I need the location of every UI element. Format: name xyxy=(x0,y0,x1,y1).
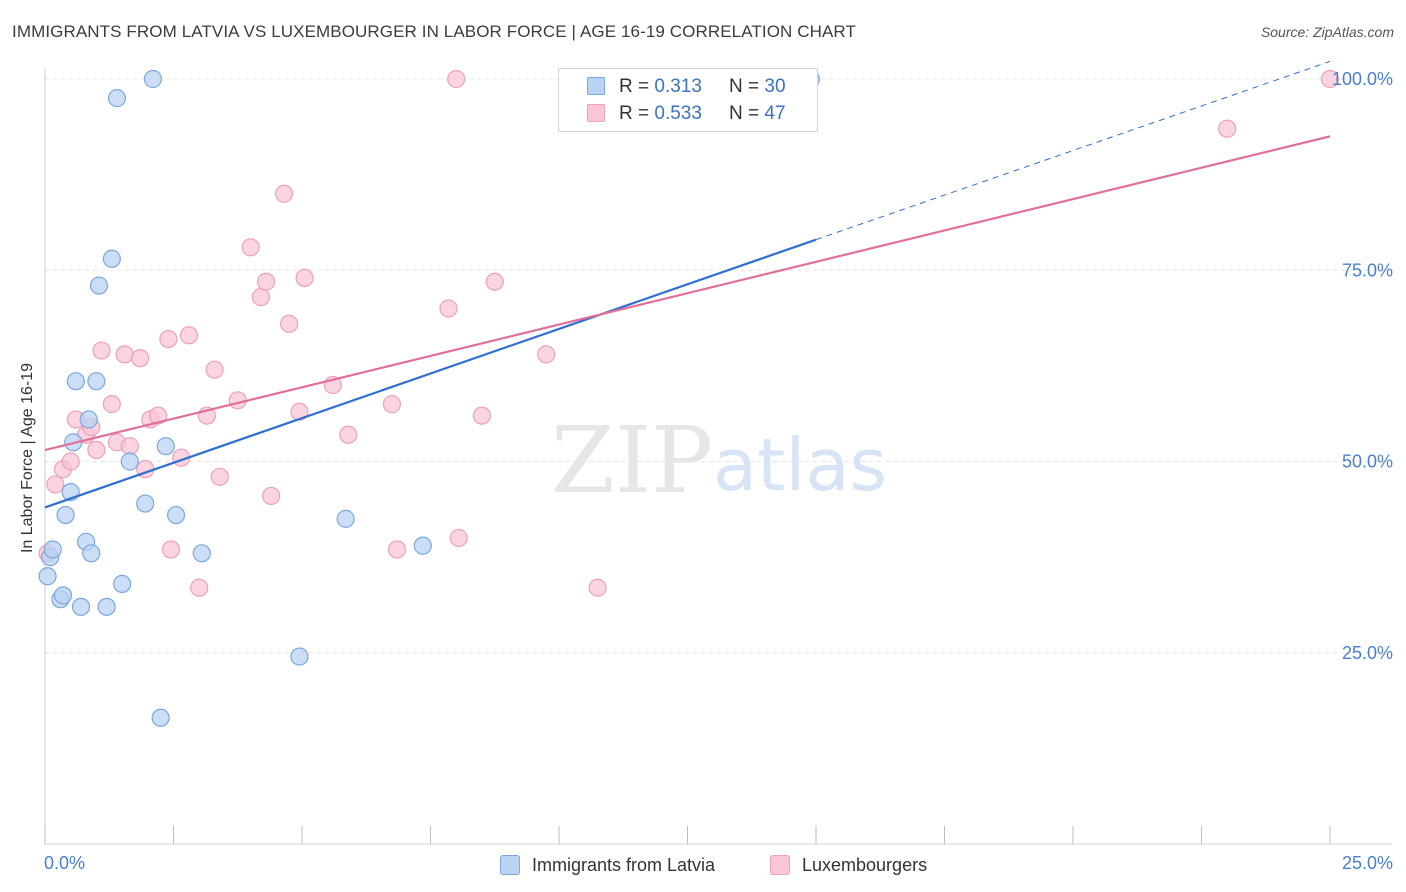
point-latvia xyxy=(143,69,163,89)
point-luxembourgers xyxy=(447,69,466,89)
point-luxembourgers xyxy=(179,326,199,345)
y-tick-label: 50.0% xyxy=(1342,452,1393,472)
point-latvia xyxy=(107,89,127,108)
point-latvia xyxy=(71,597,91,616)
point-luxembourgers xyxy=(130,349,150,368)
legend-n-value-luxembourgers: 47 xyxy=(764,103,786,124)
bottom-legend-luxembourgers: Luxembourgers xyxy=(770,852,927,878)
bottom-legend-latvia: Immigrants from Latvia xyxy=(500,852,715,878)
point-latvia xyxy=(156,437,175,456)
trend-line-latvia-extension xyxy=(815,60,1331,241)
point-luxembourgers xyxy=(251,287,270,307)
point-luxembourgers xyxy=(102,395,121,414)
point-luxembourgers xyxy=(61,452,80,471)
point-luxembourgers xyxy=(280,314,299,333)
point-luxembourgers xyxy=(256,272,276,291)
chart-title: IMMIGRANTS FROM LATVIA VS LUXEMBOURGER I… xyxy=(12,22,856,41)
point-luxembourgers xyxy=(120,437,139,456)
point-luxembourgers xyxy=(46,475,65,494)
point-latvia xyxy=(336,509,355,528)
point-latvia xyxy=(89,276,109,295)
point-latvia xyxy=(102,249,121,268)
point-luxembourgers xyxy=(115,345,134,364)
point-latvia xyxy=(112,574,132,594)
point-luxembourgers xyxy=(290,402,309,421)
point-latvia xyxy=(38,567,57,586)
point-luxembourgers xyxy=(295,268,314,287)
point-luxembourgers xyxy=(210,467,229,486)
point-luxembourgers xyxy=(92,341,111,360)
legend-swatch-latvia xyxy=(587,77,605,95)
point-luxembourgers xyxy=(148,406,168,425)
point-luxembourgers xyxy=(262,486,281,506)
point-luxembourgers xyxy=(87,440,106,460)
source-credit: Source: ZipAtlas.com xyxy=(1260,24,1394,40)
point-luxembourgers xyxy=(190,578,209,597)
point-latvia xyxy=(290,647,309,666)
point-luxembourgers xyxy=(205,360,224,379)
bottom-legend-label-latvia: Immigrants from Latvia xyxy=(532,854,716,875)
point-latvia xyxy=(413,536,432,555)
point-luxembourgers xyxy=(485,272,504,291)
point-latvia xyxy=(97,597,116,616)
point-latvia xyxy=(136,494,155,513)
data-points xyxy=(38,69,1340,727)
point-latvia xyxy=(192,544,211,563)
point-latvia xyxy=(43,540,62,559)
point-luxembourgers xyxy=(588,578,607,597)
point-luxembourgers xyxy=(241,238,260,257)
axes xyxy=(44,68,1392,845)
watermark: ZIP atlas xyxy=(551,407,887,514)
legend-n-label: N = xyxy=(729,103,765,124)
y-tick-label: 75.0% xyxy=(1342,260,1393,280)
x-tick-label: 0.0% xyxy=(44,853,85,873)
legend-swatch-luxembourgers xyxy=(587,104,605,122)
watermark-zip: ZIP xyxy=(551,407,713,514)
legend-r-value-luxembourgers: 0.533 xyxy=(654,103,702,124)
y-tick-label: 100.0% xyxy=(1332,69,1393,89)
point-latvia xyxy=(53,586,73,605)
x-tick-label: 25.0% xyxy=(1342,853,1393,873)
point-luxembourgers xyxy=(159,330,178,349)
legend-r-value-latvia: 0.313 xyxy=(654,76,702,97)
point-luxembourgers xyxy=(537,345,556,364)
correlation-legend: R = 0.313 N = 30 R = 0.533 N = 47 xyxy=(558,68,818,132)
trend-lines xyxy=(44,60,1331,509)
point-luxembourgers xyxy=(439,299,458,318)
point-luxembourgers xyxy=(472,406,491,425)
legend-n-label: N = xyxy=(729,76,765,97)
tick-labels: 25.0% 50.0% 75.0% 100.0% 0.0% 25.0% xyxy=(44,69,1393,873)
point-luxembourgers xyxy=(382,395,402,414)
legend-r-label: R = xyxy=(619,103,655,124)
watermark-atlas: atlas xyxy=(713,423,887,507)
point-latvia xyxy=(79,410,98,429)
point-latvia xyxy=(66,372,85,391)
trend-line-luxembourgers xyxy=(44,135,1331,452)
legend-n-value-latvia: 30 xyxy=(764,76,786,97)
grid-lines xyxy=(45,78,1392,654)
bottom-legend-swatch-latvia xyxy=(500,855,520,875)
point-luxembourgers xyxy=(161,540,181,559)
legend-r-label: R = xyxy=(619,76,655,97)
point-luxembourgers xyxy=(449,528,468,548)
point-latvia xyxy=(166,505,186,525)
point-luxembourgers xyxy=(274,184,294,203)
point-latvia xyxy=(87,372,106,391)
point-latvia xyxy=(82,544,101,563)
point-luxembourgers xyxy=(1218,119,1237,138)
bottom-legend-swatch-luxembourgers xyxy=(770,855,790,875)
point-luxembourgers xyxy=(228,391,247,410)
y-tick-label: 25.0% xyxy=(1342,643,1393,663)
point-luxembourgers xyxy=(387,540,407,559)
point-latvia xyxy=(151,708,170,727)
trend-line-latvia xyxy=(44,238,817,509)
bottom-legend-label-luxembourgers: Luxembourgers xyxy=(802,854,928,875)
point-latvia xyxy=(120,452,139,471)
point-latvia xyxy=(56,505,75,525)
point-luxembourgers xyxy=(1320,69,1340,89)
point-luxembourgers xyxy=(339,425,358,444)
